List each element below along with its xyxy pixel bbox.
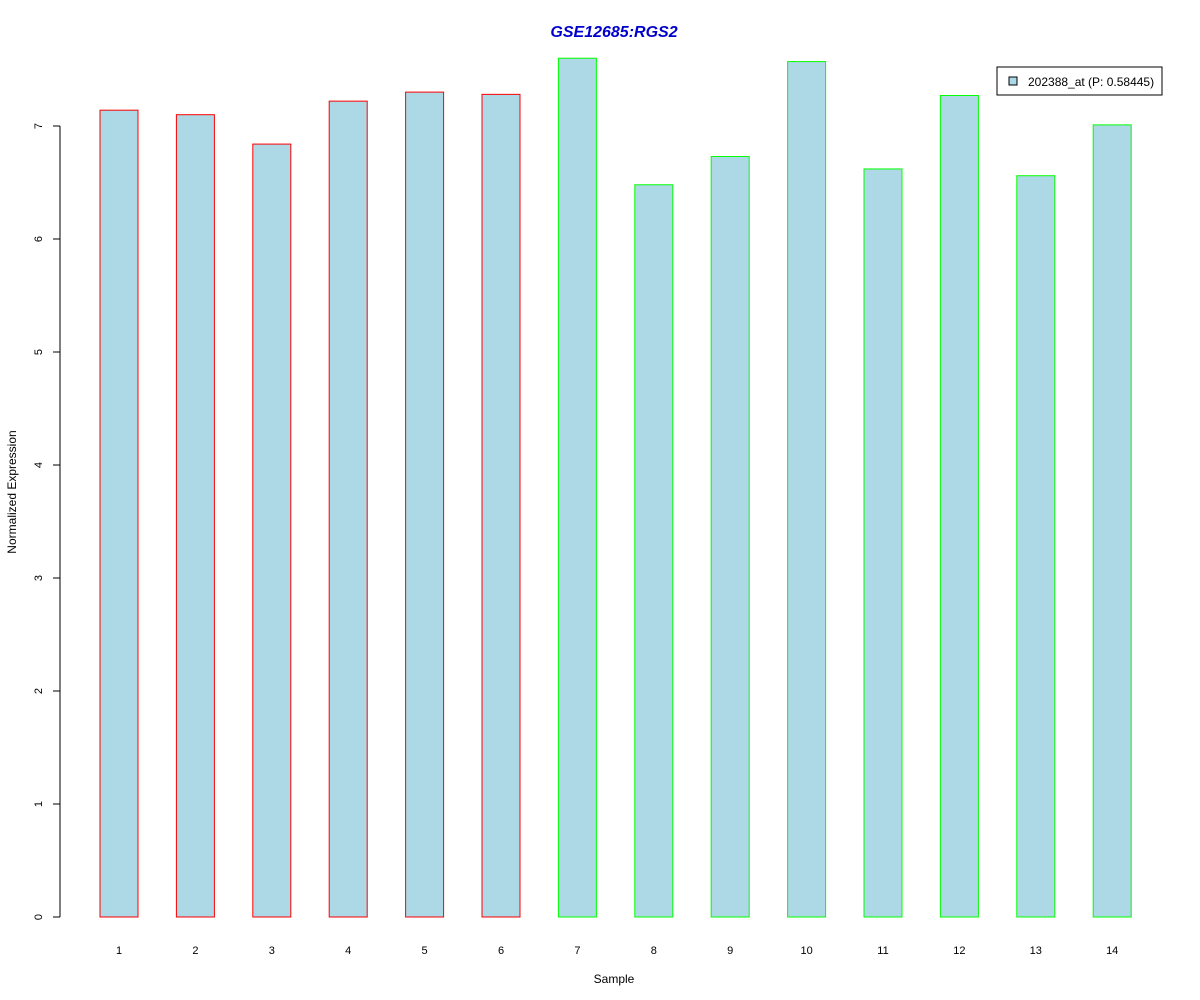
- bar: [557, 57, 597, 918]
- bar: [787, 61, 827, 918]
- x-tick-label: 10: [800, 945, 812, 957]
- y-tick-label: 2: [33, 688, 45, 694]
- bar: [710, 156, 750, 918]
- y-tick-label: 4: [33, 462, 45, 468]
- legend-box: [996, 66, 1163, 96]
- bar: [939, 94, 979, 918]
- y-axis: 0 1 2 3 4 5 6 7: [33, 123, 61, 920]
- bars-group: [99, 57, 1132, 918]
- y-tick-label: 0: [33, 914, 45, 920]
- x-tick-label: 6: [498, 945, 504, 957]
- bar: [328, 100, 368, 918]
- y-tick-label: 5: [33, 349, 45, 355]
- bar: [252, 143, 292, 918]
- legend-label: 202388_at (P: 0.58445): [1028, 75, 1154, 89]
- x-tick-label: 3: [269, 945, 275, 957]
- x-tick-label: 11: [877, 945, 888, 957]
- y-axis-title: Normalized Expression: [5, 430, 19, 553]
- x-tick-label: 1: [116, 945, 122, 957]
- legend: 202388_at (P: 0.58445): [996, 66, 1163, 96]
- bar: [175, 114, 215, 918]
- y-tick-label: 3: [33, 575, 45, 581]
- x-tick-label: 2: [192, 945, 198, 957]
- x-tick-label: 12: [953, 945, 965, 957]
- x-tick-label: 4: [345, 945, 351, 957]
- y-tick-label: 6: [33, 236, 45, 242]
- legend-swatch: [1008, 76, 1018, 86]
- x-tick-label: 9: [727, 945, 733, 957]
- x-tick-label: 5: [422, 945, 428, 957]
- bar: [1092, 124, 1132, 918]
- bar: [1016, 175, 1056, 918]
- x-tick-label: 14: [1106, 945, 1118, 957]
- x-tick-label: 8: [651, 945, 657, 957]
- x-axis-title: Sample: [594, 972, 635, 986]
- bar: [634, 184, 674, 918]
- y-tick-label: 1: [33, 801, 45, 807]
- y-tick-label: 7: [33, 123, 45, 129]
- bar: [863, 168, 903, 918]
- bar: [481, 93, 521, 918]
- bar: [99, 109, 139, 918]
- x-tick-labels: 1 2 3 4 5 6 7 8 9 10 11 12 13 14: [116, 945, 1118, 957]
- x-tick-label: 7: [574, 945, 580, 957]
- chart-title: GSE12685:RGS2: [550, 24, 677, 41]
- x-tick-label: 13: [1030, 945, 1042, 957]
- bar: [405, 91, 445, 918]
